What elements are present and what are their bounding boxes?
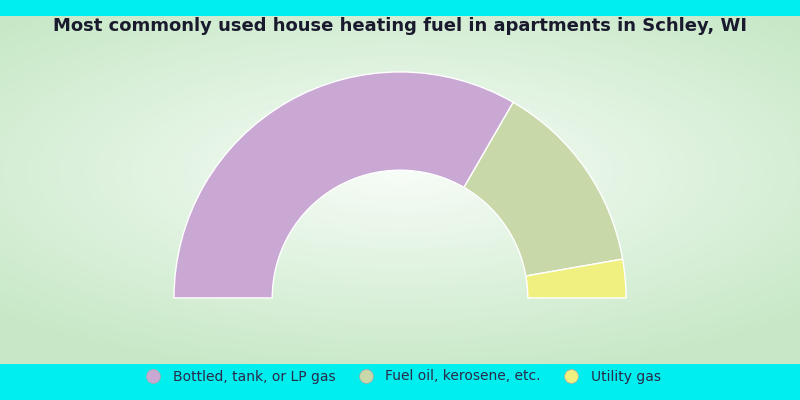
- Wedge shape: [174, 72, 514, 298]
- Legend: Bottled, tank, or LP gas, Fuel oil, kerosene, etc., Utility gas: Bottled, tank, or LP gas, Fuel oil, kero…: [134, 364, 666, 389]
- Text: Most commonly used house heating fuel in apartments in Schley, WI: Most commonly used house heating fuel in…: [53, 17, 747, 35]
- Wedge shape: [526, 259, 626, 298]
- Wedge shape: [464, 102, 622, 276]
